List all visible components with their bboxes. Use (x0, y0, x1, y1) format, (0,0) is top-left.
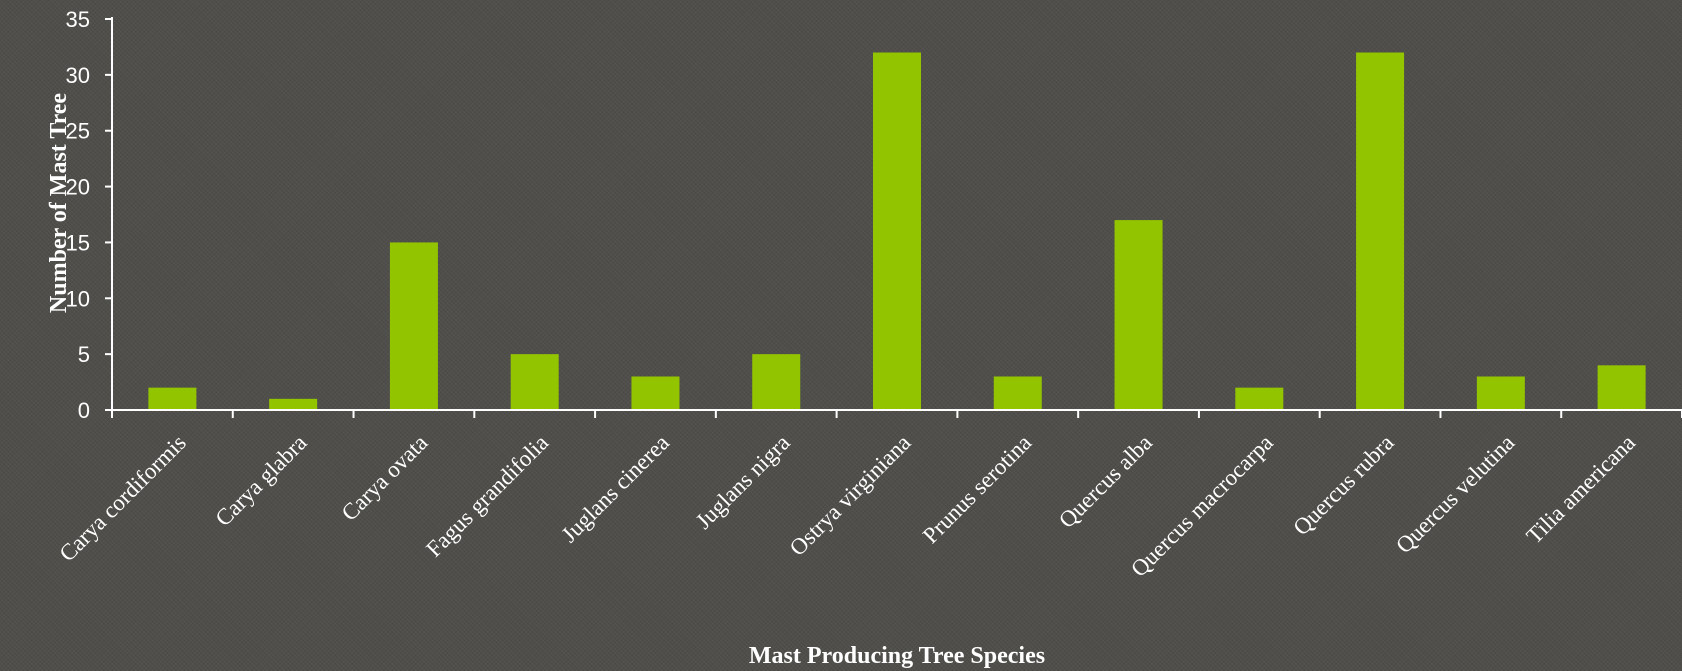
x-tick-label: Prunus serotina (918, 430, 1036, 548)
y-tick-label: 25 (66, 119, 90, 144)
y-tick-label: 5 (78, 342, 90, 367)
x-axis-title: Mast Producing Tree Species (749, 643, 1045, 669)
x-axis: Carya cordiformis Carya glabra Carya ovata… (54, 409, 1682, 582)
x-tick-label: Fagus grandifolia (421, 430, 553, 562)
y-axis-title: Number of Mast Tree (46, 93, 72, 314)
x-tick-label: Tilia americana (1521, 430, 1640, 549)
y-tick-label: 0 (78, 398, 90, 423)
bar (389, 242, 438, 410)
x-tick-label: Carya glabra (210, 430, 311, 531)
y-tick-label: 20 (66, 175, 90, 200)
y-axis: 0 5 10 15 20 25 30 35 (66, 7, 113, 423)
bar (510, 354, 559, 410)
x-tick-label: Quercus velutina (1391, 430, 1519, 558)
bar (1597, 365, 1646, 410)
x-tick-label: Juglans nigra (691, 430, 795, 534)
bar (269, 398, 318, 410)
y-tick-label: 30 (66, 63, 90, 88)
bar (752, 354, 801, 410)
x-tick-label: Carya ovata (337, 430, 433, 526)
y-tick-label: 10 (66, 286, 90, 311)
bar (1114, 220, 1163, 410)
bar (1235, 387, 1284, 410)
x-tick-label: Carya cordiformis (54, 430, 190, 566)
x-tick-label: Juglans cinerea (557, 430, 674, 547)
bars (148, 52, 1646, 411)
x-tick-label: Ostrya virginiana (785, 430, 916, 561)
x-tick-label: Quercus alba (1054, 430, 1157, 533)
y-tick-label: 35 (66, 7, 90, 32)
bar (873, 52, 921, 411)
bar (993, 376, 1042, 410)
x-tick-label: Quercus rubra (1288, 430, 1398, 540)
bar (1476, 376, 1525, 410)
y-tick-label: 15 (66, 230, 90, 255)
bar (1356, 52, 1405, 411)
bar (631, 376, 680, 410)
bar (148, 387, 197, 410)
